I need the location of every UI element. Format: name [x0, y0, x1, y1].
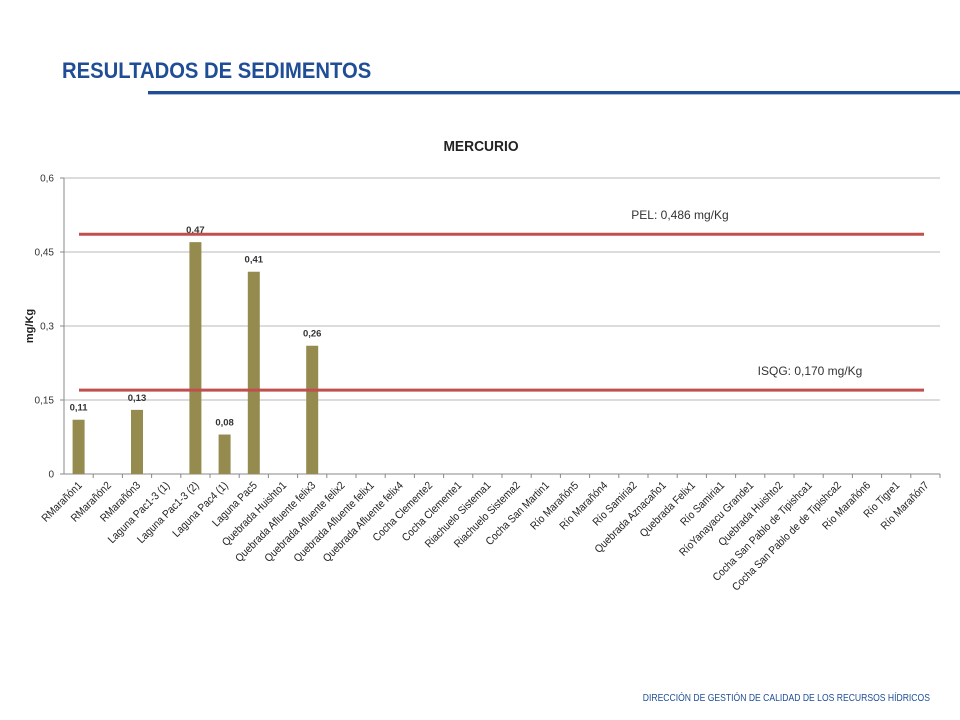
data-label: 0,41	[245, 255, 264, 266]
page-title: RESULTADOS DE SEDIMENTOS	[62, 58, 372, 83]
data-label: 0,47	[186, 225, 205, 236]
mercurio-bar-chart: MERCURIO mg/Kg 0 0,15 0,3 0,45 0,6 0,11 0,13 0…	[24, 139, 941, 594]
reference-line-label: ISQG: 0,170 mg/Kg	[758, 364, 863, 378]
footer-text: DIRECCIÓN DE GESTIÓN DE CALIDAD DE LOS R…	[642, 693, 930, 704]
y-tick-label: 0,45	[35, 248, 55, 259]
y-tick-label: 0,15	[35, 396, 55, 407]
title-underline	[148, 91, 960, 94]
y-tick-label: 0,6	[40, 174, 54, 185]
bar	[131, 409, 143, 474]
data-label: 0,11	[70, 403, 89, 414]
bar	[306, 345, 319, 474]
data-label: 0,26	[303, 329, 322, 340]
y-tick-label: 0,3	[40, 322, 54, 333]
bar	[218, 434, 231, 474]
data-label: 0,13	[128, 393, 147, 404]
chart-title: MERCURIO	[443, 139, 518, 156]
y-tick-label: 0	[48, 470, 54, 481]
reference-line-label: PEL: 0,486 mg/Kg	[631, 208, 728, 222]
data-label: 0,08	[215, 418, 234, 429]
title-underline-shadow	[148, 94, 960, 95]
bar	[72, 419, 85, 474]
bar	[247, 271, 260, 474]
y-axis-label: mg/Kg	[24, 309, 36, 343]
bar	[189, 242, 202, 474]
